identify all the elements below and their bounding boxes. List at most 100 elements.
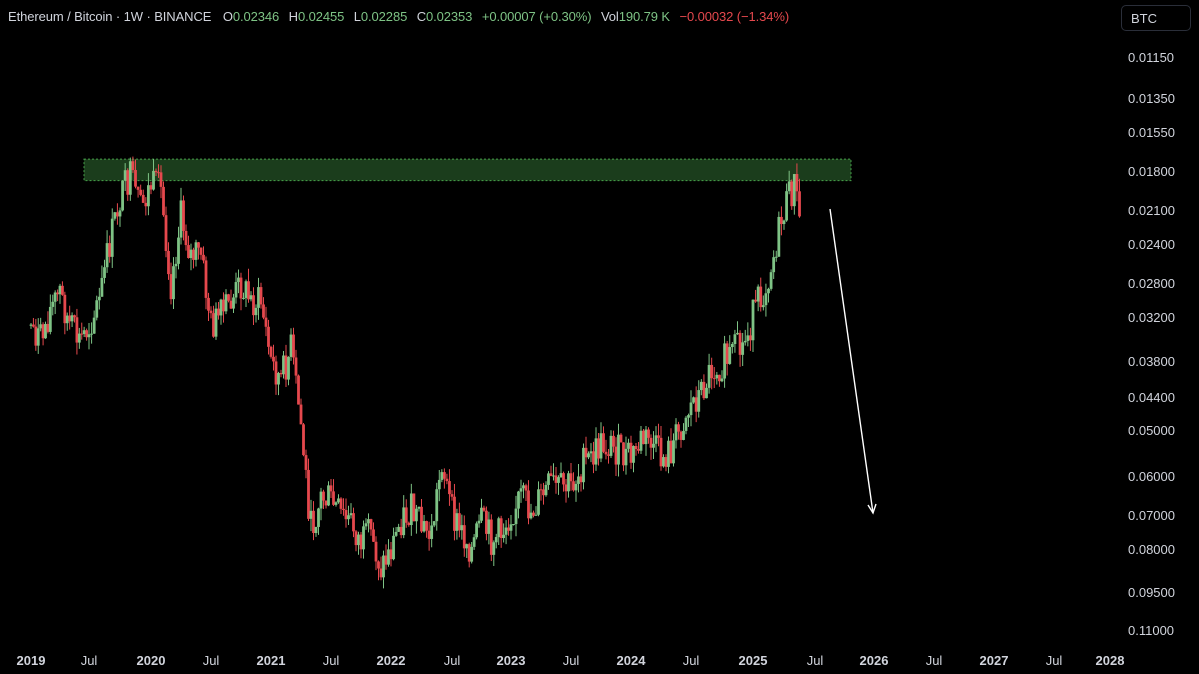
- candle-body: [602, 433, 605, 452]
- x-tick-label: 2025: [739, 653, 768, 668]
- candle-body: [485, 510, 488, 534]
- candle-body: [682, 430, 685, 440]
- candle-body: [798, 191, 801, 217]
- candle-body: [667, 440, 670, 467]
- candle-body: [75, 317, 79, 343]
- candle-body: [187, 245, 190, 258]
- candle-body: [592, 451, 595, 465]
- candle-body: [197, 242, 200, 248]
- candle-body: [617, 434, 620, 465]
- candle-body: [785, 191, 788, 221]
- candle-body: [162, 186, 165, 216]
- candle-body: [299, 404, 303, 425]
- candle-body: [480, 507, 483, 521]
- candle-body: [699, 381, 703, 391]
- candle-body: [430, 525, 434, 539]
- candle-body: [612, 435, 615, 447]
- volume-label: Vol: [600, 9, 619, 24]
- currency-button[interactable]: BTC: [1121, 5, 1191, 31]
- candle-body: [379, 568, 383, 578]
- candle-body: [289, 334, 293, 357]
- candle-body: [97, 296, 101, 301]
- x-tick-label: 2026: [860, 653, 889, 668]
- candle-body: [790, 181, 794, 207]
- candle-body: [192, 249, 195, 260]
- candle-body: [239, 277, 243, 299]
- candle-body: [707, 364, 711, 388]
- candle-body: [182, 200, 185, 231]
- candle-body: [141, 194, 145, 203]
- candle-body: [342, 508, 345, 511]
- candle-body: [152, 170, 155, 190]
- candle-body: [712, 378, 716, 380]
- candle-body: [482, 507, 486, 511]
- candle-body: [232, 297, 235, 309]
- resistance-zone[interactable]: [83, 158, 852, 182]
- y-tick-label: 0.11000: [1128, 623, 1174, 638]
- candle-body: [159, 172, 163, 187]
- candle-body: [445, 478, 449, 482]
- candle-body: [764, 293, 768, 306]
- candle-body: [782, 220, 786, 225]
- candle-body: [772, 257, 776, 273]
- candle-body: [622, 442, 625, 466]
- high-value: 0.02455: [297, 9, 345, 24]
- candle-body: [589, 451, 593, 454]
- candle-body: [139, 189, 143, 195]
- candle-body: [309, 510, 313, 519]
- candle-body: [85, 330, 88, 338]
- candle-body: [649, 437, 653, 448]
- candle-body: [420, 506, 423, 532]
- candle-body: [279, 372, 283, 375]
- candle-body: [61, 285, 64, 295]
- candle-body: [519, 488, 523, 492]
- candle-body: [292, 334, 295, 358]
- y-tick-label: 0.06000: [1128, 469, 1175, 484]
- candle-body: [629, 442, 633, 463]
- candle-body: [761, 305, 765, 308]
- candle-body: [254, 307, 258, 316]
- y-tick-label: 0.01550: [1128, 125, 1175, 140]
- candle-body: [404, 507, 408, 523]
- candle-body: [679, 431, 683, 440]
- symbol-name[interactable]: Ethereum / Bitcoin · 1W · BINANCE: [8, 9, 212, 24]
- candle-body: [659, 437, 663, 467]
- candle-body: [377, 561, 380, 569]
- candle-body: [689, 402, 693, 416]
- candle-body: [730, 344, 734, 348]
- candle-body: [267, 326, 270, 347]
- candle-body: [534, 514, 538, 516]
- candle-body: [542, 489, 545, 496]
- candle-body: [537, 489, 540, 515]
- candle-body: [262, 304, 265, 318]
- x-tick-label: Jul: [203, 653, 220, 668]
- candle-body: [529, 512, 533, 519]
- candle-body: [294, 357, 298, 376]
- high-label: H: [288, 9, 298, 24]
- candle-body: [402, 507, 406, 536]
- candle-body: [121, 180, 124, 211]
- candle-body: [607, 454, 610, 456]
- candle-body: [207, 297, 210, 311]
- candle-body: [327, 485, 330, 506]
- candle-body: [167, 250, 170, 275]
- candle-body: [357, 534, 360, 546]
- candle-body: [374, 541, 378, 562]
- volume-value: 190.79 K: [618, 9, 670, 24]
- candle-body: [733, 334, 737, 345]
- candle-body: [234, 282, 238, 298]
- candle-body: [63, 294, 67, 324]
- candle-body: [639, 430, 643, 451]
- candle-body: [614, 446, 618, 465]
- candle-body: [644, 429, 648, 445]
- candle-body: [70, 315, 74, 322]
- candle-body: [497, 518, 501, 538]
- low-label: L: [353, 9, 361, 24]
- projection-arrow-line[interactable]: [829, 208, 874, 514]
- candle-body: [110, 218, 114, 257]
- candle-body: [662, 457, 665, 467]
- candle-body: [164, 215, 168, 251]
- candle-body: [720, 378, 724, 382]
- candle-body: [475, 523, 478, 538]
